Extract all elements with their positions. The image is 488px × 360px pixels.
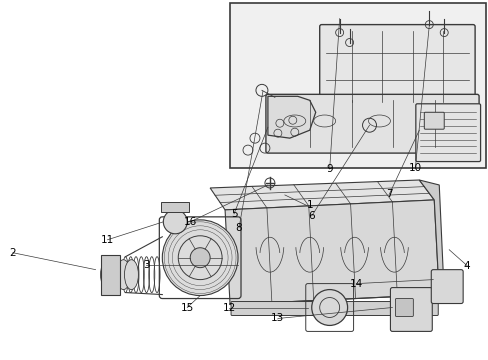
- FancyBboxPatch shape: [415, 104, 480, 162]
- Text: 14: 14: [349, 279, 363, 289]
- FancyBboxPatch shape: [395, 298, 412, 316]
- Text: 1: 1: [306, 200, 312, 210]
- Circle shape: [163, 210, 187, 234]
- Text: 2: 2: [10, 248, 16, 258]
- Text: 15: 15: [180, 302, 193, 312]
- Text: 13: 13: [271, 314, 284, 324]
- Polygon shape: [267, 96, 315, 138]
- Text: 6: 6: [308, 211, 314, 221]
- Text: 7: 7: [386, 189, 392, 199]
- Text: 10: 10: [408, 163, 421, 173]
- Ellipse shape: [101, 260, 114, 289]
- Circle shape: [162, 220, 238, 296]
- Text: 8: 8: [235, 223, 242, 233]
- Polygon shape: [419, 180, 443, 300]
- Text: 9: 9: [325, 164, 332, 174]
- FancyBboxPatch shape: [230, 302, 437, 315]
- Circle shape: [190, 248, 210, 268]
- FancyBboxPatch shape: [424, 112, 443, 129]
- Text: 11: 11: [101, 235, 114, 245]
- FancyBboxPatch shape: [319, 24, 474, 108]
- Bar: [229, 3, 485, 168]
- Text: 12: 12: [222, 302, 235, 312]
- Ellipse shape: [124, 260, 138, 289]
- Text: 4: 4: [463, 261, 469, 271]
- Circle shape: [311, 289, 347, 325]
- Polygon shape: [224, 200, 438, 305]
- FancyBboxPatch shape: [430, 270, 462, 303]
- Text: 16: 16: [183, 217, 197, 227]
- Ellipse shape: [116, 260, 130, 289]
- FancyBboxPatch shape: [265, 94, 478, 153]
- Text: 5: 5: [230, 209, 237, 219]
- FancyBboxPatch shape: [389, 288, 431, 332]
- Polygon shape: [210, 180, 433, 210]
- Text: 3: 3: [143, 260, 149, 270]
- Bar: [101, 255, 120, 294]
- Ellipse shape: [108, 260, 122, 289]
- Bar: [161, 202, 189, 212]
